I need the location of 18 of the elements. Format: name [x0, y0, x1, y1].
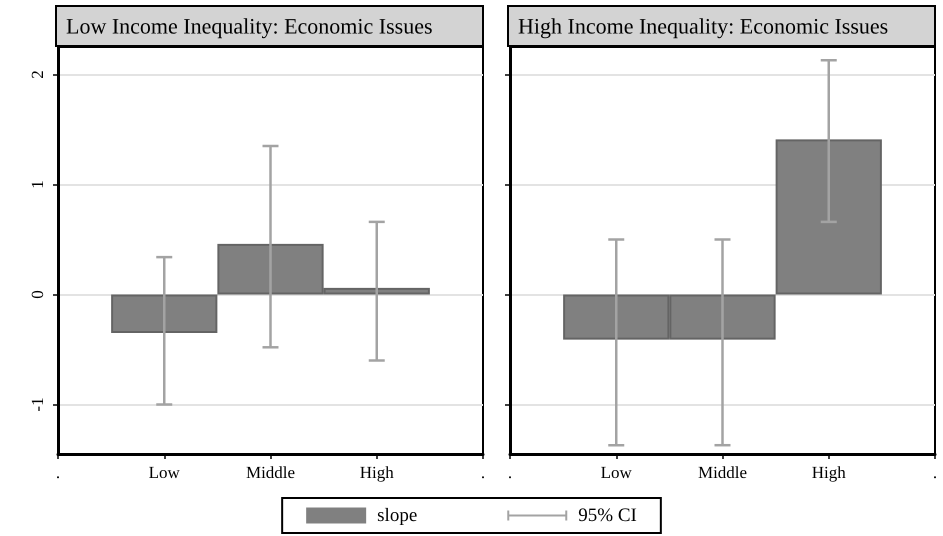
- chart-title: High Income Inequality: Economic Issues: [518, 14, 888, 38]
- y-tick-label: -1: [28, 397, 47, 412]
- text: 95% CI: [578, 505, 637, 526]
- x-tick-label: Middle: [246, 463, 296, 482]
- x-tick-label: .: [932, 463, 938, 482]
- x-tick-label: High: [360, 463, 394, 482]
- x-tick-label: .: [480, 463, 486, 482]
- x-tick-label: Low: [600, 463, 633, 482]
- x-tick-label: High: [812, 463, 846, 482]
- y-tick-label: 2: [28, 70, 47, 79]
- x-tick-label: .: [508, 463, 512, 482]
- legend-label: slope: [377, 505, 418, 526]
- y-tick-label: 1: [28, 180, 47, 189]
- y-tick-label: 0: [28, 290, 47, 299]
- x-tick-label: Low: [148, 463, 181, 482]
- x-tick-label: Middle: [698, 463, 748, 482]
- chart-title: Low Income Inequality: Economic Issues: [66, 14, 433, 38]
- x-tick-label: .: [56, 463, 60, 482]
